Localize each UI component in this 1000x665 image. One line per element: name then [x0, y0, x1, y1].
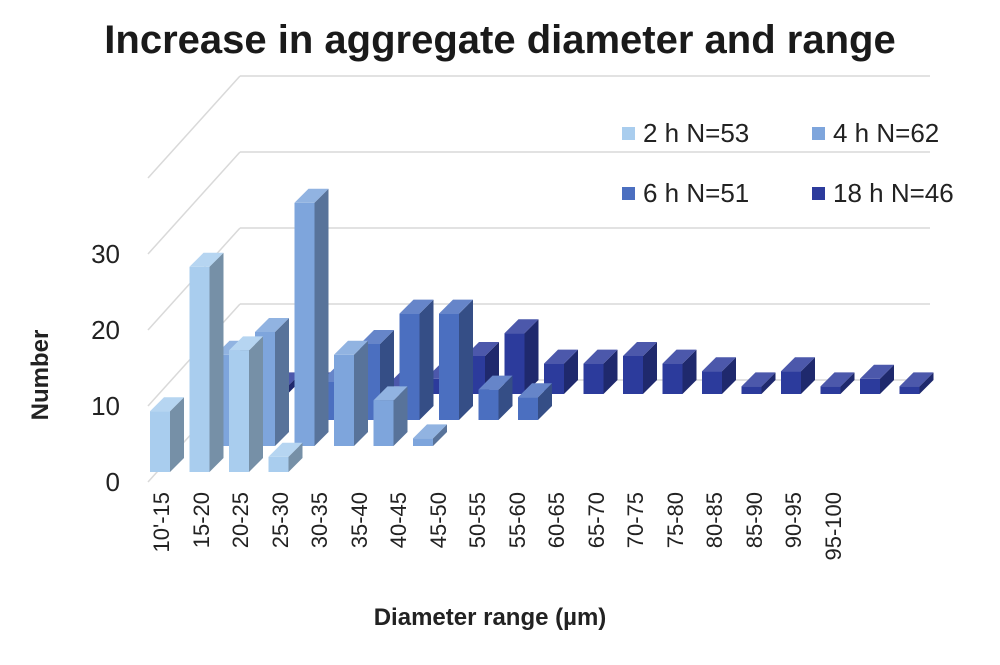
bar	[268, 442, 303, 472]
x-tick-label: 50-55	[465, 492, 490, 549]
x-tick-label: 60-65	[544, 492, 569, 549]
legend-item: 2 h N=53	[622, 118, 749, 149]
bar	[662, 349, 697, 394]
legend-item: 4 h N=62	[812, 118, 939, 149]
x-tick-label: 90-95	[781, 492, 806, 549]
chart-title: Increase in aggregate diameter and range	[104, 18, 896, 62]
x-tick-label: 20-25	[228, 492, 253, 549]
legend-swatch	[812, 127, 825, 140]
bar	[189, 252, 224, 472]
x-tick-label: 80-85	[702, 492, 727, 549]
x-tick-label: 45-50	[425, 492, 451, 549]
x-tick-label: 15-20	[188, 492, 214, 549]
x-tick-label: 55-60	[504, 492, 530, 549]
legend-label: 4 h N=62	[833, 118, 940, 148]
bar	[781, 357, 815, 394]
x-tick-label: 25-30	[267, 492, 293, 549]
legend-label: 6 h N=51	[643, 178, 750, 208]
bar	[334, 340, 368, 446]
x-tick-label: 10'-15	[149, 492, 174, 553]
bar	[439, 299, 473, 420]
legend-swatch	[812, 187, 825, 200]
y-tick-label: 0	[105, 467, 120, 497]
bar	[413, 424, 447, 446]
x-tick-label: 40-45	[386, 492, 411, 549]
gridline-side	[147, 151, 241, 255]
x-tick-label: 85-90	[741, 492, 767, 549]
legend-swatch	[622, 187, 635, 200]
x-tick-label: 65-70	[583, 492, 609, 549]
bar	[860, 364, 894, 394]
y-tick-label: 10	[91, 391, 120, 421]
legend-item: 6 h N=51	[622, 178, 749, 209]
x-tick-label: 95-100	[820, 492, 846, 561]
bar	[583, 349, 618, 394]
bar	[899, 372, 934, 394]
legend: 2 h N=53 4 h N=62 6 h N=51 18 h N=46	[622, 110, 982, 230]
bar	[518, 383, 552, 420]
bar	[820, 372, 855, 394]
legend-label: 2 h N=53	[643, 118, 750, 148]
bar	[623, 342, 657, 394]
bar	[741, 372, 776, 394]
legend-item: 18 h N=46	[812, 178, 954, 209]
x-axis-label: Diameter range (µm)	[373, 604, 607, 631]
x-tick-label: 30-35	[307, 492, 332, 549]
gridline-side	[147, 75, 241, 179]
y-axis-label: Number	[27, 329, 54, 421]
y-tick-label: 30	[91, 239, 120, 269]
y-tick-label: 20	[91, 315, 120, 345]
bar	[373, 386, 408, 446]
x-tick-label: 75-80	[662, 492, 688, 549]
bar	[150, 397, 184, 472]
bar	[294, 188, 329, 447]
legend-label: 18 h N=46	[833, 178, 954, 208]
bars	[150, 188, 934, 472]
bar	[702, 357, 736, 394]
legend-swatch	[622, 127, 635, 140]
x-tick-label: 35-40	[346, 492, 372, 549]
bar	[478, 375, 513, 420]
x-tick-label: 70-75	[623, 492, 648, 549]
bar	[229, 336, 263, 472]
